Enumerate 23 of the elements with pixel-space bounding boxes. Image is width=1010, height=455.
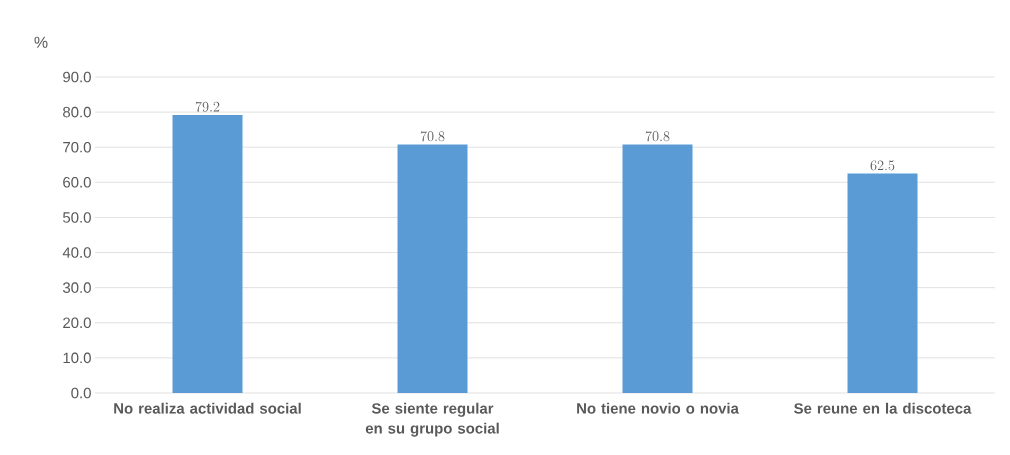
- y-tick-label: 90.0: [63, 71, 91, 83]
- y-tick-label: 40.0: [62, 247, 91, 258]
- data-label: 70.8: [645, 131, 670, 142]
- bar: [172, 114, 243, 393]
- y-tick-label: 60.0: [63, 177, 91, 188]
- y-tick-label: 30.0: [62, 282, 91, 293]
- data-label: 62.5: [870, 160, 895, 171]
- x-tick-label: Se siente regular en su grupo social: [365, 402, 499, 437]
- data-label: 70.8: [420, 131, 445, 142]
- bar: [622, 144, 693, 393]
- y-tick-label: 50.0: [63, 212, 91, 223]
- x-tick-label: No realiza actividad social: [114, 402, 301, 414]
- y-tick-label: 20.0: [63, 317, 91, 329]
- y-tick-label: 0.0: [71, 387, 91, 399]
- data-label: 79.2: [195, 101, 220, 112]
- x-tick-label: Se reune en la discoteca: [794, 402, 972, 414]
- y-tick-label: 80.0: [63, 106, 91, 118]
- y-axis-title: %: [34, 36, 48, 48]
- bar: [397, 144, 468, 393]
- x-tick-label: No tiene novio o novia: [577, 402, 739, 414]
- bar: [847, 173, 918, 393]
- y-tick-label: 10.0: [63, 352, 91, 364]
- y-tick-label: 70.0: [63, 141, 91, 153]
